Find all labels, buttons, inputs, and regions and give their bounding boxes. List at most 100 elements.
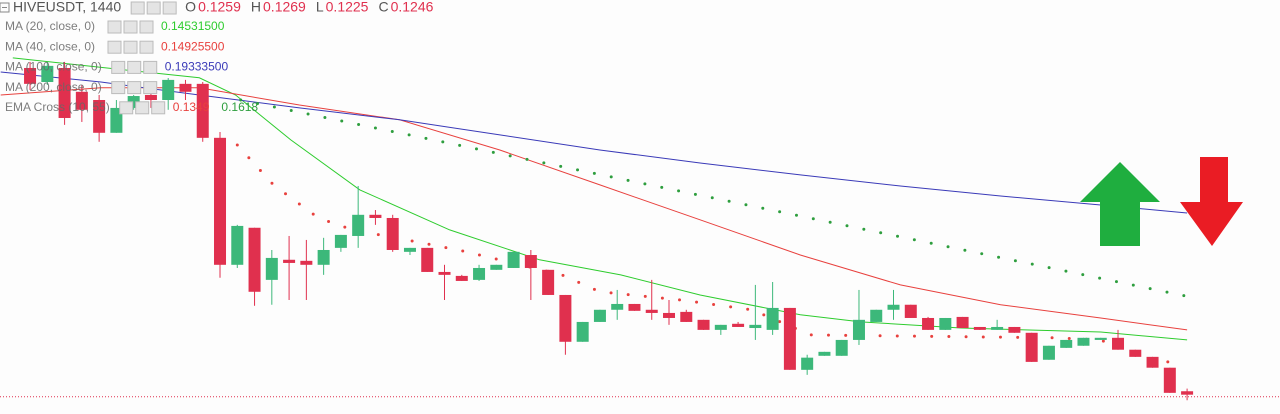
candle-body	[611, 303, 624, 310]
candle-body	[783, 307, 796, 370]
candle-body	[697, 319, 710, 330]
ohlc-value: 0.1269	[263, 0, 306, 15]
candle-body	[75, 91, 88, 110]
candle-body	[749, 324, 762, 329]
candle-body	[887, 304, 900, 310]
legend-icon	[119, 101, 134, 115]
legend-icon	[111, 60, 126, 74]
candle-body	[248, 227, 261, 292]
legend-icon	[123, 20, 138, 34]
chart-title: HIVEUSDT, 1440	[13, 0, 121, 15]
candle-body	[144, 94, 157, 100]
candle-body	[1042, 345, 1055, 360]
indicator-value: 0.1349	[173, 100, 210, 114]
ohlc-value: 0.1225	[326, 0, 369, 15]
legend-icon	[130, 1, 145, 15]
candle-body	[93, 99, 106, 133]
candle-body	[24, 67, 37, 84]
candle-body	[265, 257, 278, 280]
candle-body	[179, 83, 192, 92]
candle-body	[922, 317, 935, 330]
candle-body	[991, 326, 1004, 330]
candle-body	[904, 304, 917, 318]
candle-body	[680, 311, 693, 322]
indicator-name: EMA Cross (10, 55)	[5, 100, 110, 114]
candle-body	[939, 317, 952, 330]
candle-body	[283, 259, 296, 263]
legend-icon	[107, 20, 122, 34]
legend-icon	[123, 40, 138, 54]
candle-body	[1060, 339, 1073, 348]
candle-body	[214, 137, 227, 265]
ohlc-label: L	[316, 0, 324, 15]
candle-body	[870, 309, 883, 322]
candle-body	[1146, 356, 1159, 368]
candle-body	[403, 247, 416, 252]
legend-icon	[143, 60, 158, 74]
candle-body	[386, 217, 399, 250]
candle-body	[455, 275, 468, 281]
candle-body	[593, 309, 606, 322]
ohlc-value: 0.1259	[198, 0, 241, 15]
candle-body	[58, 67, 71, 118]
legend-icon	[162, 1, 177, 15]
indicator-value: 0.19333500	[165, 60, 229, 74]
candle-body	[1163, 367, 1176, 393]
candle-body	[1077, 337, 1090, 346]
candle-body	[300, 260, 313, 265]
legend-icon	[151, 101, 166, 115]
candle-body	[645, 309, 658, 313]
indicator-name: MA (40, close, 0)	[5, 39, 95, 53]
legend-icon	[135, 101, 150, 115]
candle-body	[628, 303, 641, 311]
candle-body	[41, 65, 54, 83]
legend: HIVEUSDT, 1440 O 0.1259 H 0.1269 L 0.1225 C 0.12…	[0, 0, 434, 115]
legend-icon	[111, 81, 126, 95]
candle-body	[801, 357, 814, 370]
candle-body	[1112, 337, 1125, 350]
candle-body	[852, 319, 865, 340]
down-arrow-icon	[1180, 157, 1243, 246]
legend-icon	[107, 40, 122, 54]
candle-body	[956, 316, 969, 329]
indicator-name: MA (20, close, 0)	[5, 19, 95, 33]
legend-icon	[139, 40, 154, 54]
plot-area	[0, 57, 1280, 401]
candle-body	[714, 324, 727, 330]
candle-body	[1025, 332, 1038, 362]
legend-icon	[139, 20, 154, 34]
candle-body	[507, 251, 520, 268]
candle-body	[1008, 326, 1021, 333]
candle-body	[352, 214, 365, 236]
candle-body	[317, 249, 330, 265]
legend-icon	[146, 1, 161, 15]
indicator-name: MA (200, close, 0)	[5, 80, 102, 94]
candle-body	[127, 96, 140, 108]
ohlc-label: O	[185, 0, 196, 15]
candle-body	[766, 307, 779, 330]
candle-body	[1094, 337, 1107, 340]
indicator-value: 0.1618	[221, 100, 258, 114]
candle-body	[162, 79, 175, 100]
candle-body	[473, 267, 486, 280]
indicator-value: 0.14531500	[161, 19, 225, 33]
indicator-value: 0.14925500	[161, 39, 225, 53]
candle-body	[732, 323, 745, 327]
candle-body	[369, 214, 382, 218]
candle-body	[973, 326, 986, 330]
legend-icon	[127, 81, 142, 95]
candle-body	[524, 255, 537, 268]
ohlc-label: C	[378, 0, 388, 15]
candle-body	[559, 294, 572, 342]
candle-body	[542, 269, 555, 295]
candle-body	[334, 234, 347, 248]
candle-body	[1129, 349, 1142, 357]
candle-body	[1181, 391, 1194, 395]
up-arrow-icon	[1080, 162, 1160, 246]
candle-body	[835, 339, 848, 356]
candle-body	[576, 321, 589, 342]
candle-body	[231, 225, 244, 265]
candle-body	[663, 312, 676, 318]
